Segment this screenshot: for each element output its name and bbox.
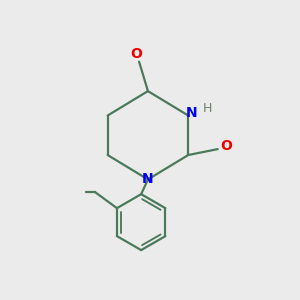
Text: O: O — [220, 139, 232, 153]
Text: N: N — [142, 172, 154, 186]
Text: O: O — [130, 47, 142, 61]
Text: N: N — [186, 106, 198, 120]
Text: H: H — [203, 102, 212, 115]
